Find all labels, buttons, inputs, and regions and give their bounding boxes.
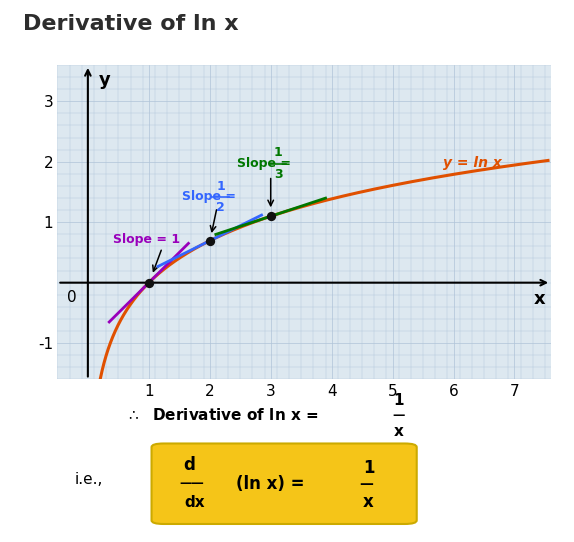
Text: i.e.,: i.e., [75,472,103,487]
Text: x: x [533,290,545,308]
Point [144,279,153,287]
Text: —: — [393,409,405,422]
Text: 0: 0 [67,290,77,305]
FancyBboxPatch shape [152,443,417,524]
Text: 1: 1 [274,146,282,159]
Text: 1: 1 [363,459,374,476]
Text: —: — [359,477,373,491]
Text: d: d [183,456,195,474]
Text: Slope =: Slope = [237,157,296,170]
Text: (ln x) =: (ln x) = [236,475,304,493]
Text: Derivative of ln x: Derivative of ln x [23,14,239,34]
Text: 3: 3 [274,168,282,181]
Text: $\therefore$  Derivative of ln x =: $\therefore$ Derivative of ln x = [126,406,320,423]
Text: ——: —— [179,478,204,490]
Text: Slope =: Slope = [183,190,241,203]
Text: dx: dx [184,494,205,509]
Text: y = ln x: y = ln x [443,156,502,170]
Text: x: x [394,424,404,439]
Text: x: x [363,493,374,511]
Text: Slope = 1: Slope = 1 [114,233,181,246]
Text: 1: 1 [216,179,225,192]
Text: 1: 1 [394,392,404,408]
Point [205,236,214,245]
Text: y: y [99,71,111,89]
Text: 2: 2 [216,201,225,214]
Point [266,212,276,221]
